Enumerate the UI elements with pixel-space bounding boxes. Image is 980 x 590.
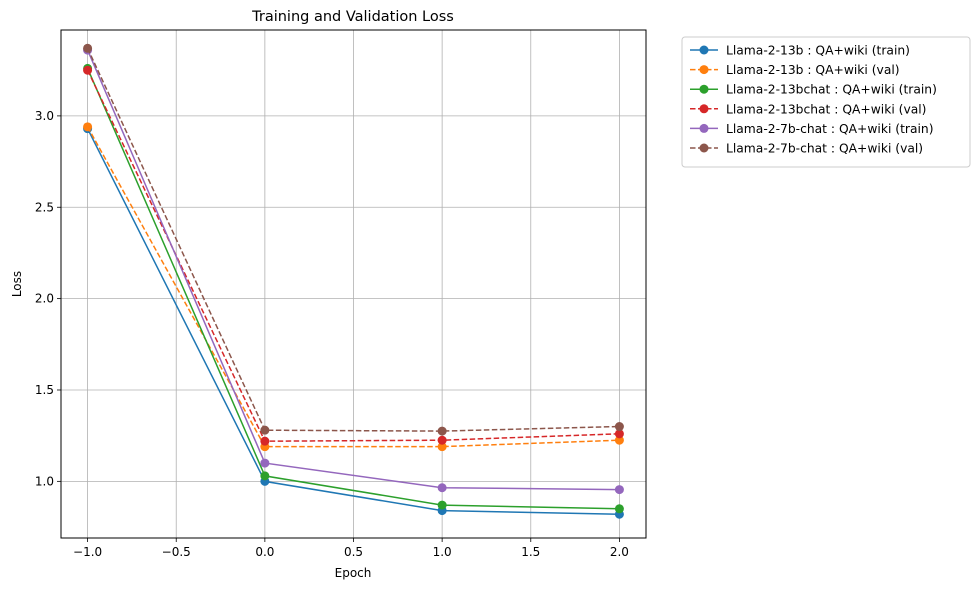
legend-label: Llama-2-13bchat : QA+wiki (val) xyxy=(726,102,926,116)
series-line xyxy=(86,128,620,515)
y-tick-label: 1.5 xyxy=(35,383,54,397)
data-point xyxy=(260,425,270,435)
data-point xyxy=(614,485,624,495)
legend-marker xyxy=(699,143,709,153)
legend-label: Llama-2-13b : QA+wiki (val) xyxy=(726,63,900,77)
y-tick-label: 2.0 xyxy=(35,292,54,306)
data-point xyxy=(614,422,624,432)
legend-label: Llama-2-7b-chat : QA+wiki (val) xyxy=(726,142,923,156)
data-point xyxy=(437,442,447,452)
data-point xyxy=(614,435,624,445)
x-tick-label: 1.0 xyxy=(433,545,452,559)
legend-marker xyxy=(699,84,709,94)
y-tick-label: 1.0 xyxy=(35,474,54,488)
data-point xyxy=(83,43,93,53)
y-tick-label: 2.5 xyxy=(35,200,54,214)
plot-lines xyxy=(83,43,624,519)
legend-marker xyxy=(699,104,709,114)
x-axis-label: Epoch xyxy=(335,566,372,580)
legend-marker xyxy=(699,65,709,75)
series-line xyxy=(86,47,620,432)
axis-ticks: −1.0 −0.5 0.0 0.5 1.0 1.5 2.0 1.0 1.5 2.0 2.5 3.0 xyxy=(35,109,629,559)
data-point xyxy=(260,471,270,481)
x-tick-label: −1.0 xyxy=(73,545,102,559)
series-line xyxy=(86,68,620,510)
legend-label: Llama-2-13bchat : QA+wiki (train) xyxy=(726,83,937,97)
data-point xyxy=(614,429,624,439)
x-tick-label: 1.5 xyxy=(521,545,540,559)
legend-label: Llama-2-7b-chat : QA+wiki (train) xyxy=(726,122,934,136)
series-line xyxy=(86,69,620,442)
legend-marker xyxy=(699,123,709,133)
data-point xyxy=(260,458,270,468)
x-tick-label: 0.0 xyxy=(255,545,274,559)
data-point xyxy=(437,435,447,445)
chart-title: Training and Validation Loss xyxy=(251,9,454,25)
legend-label: Llama-2-13b : QA+wiki (train) xyxy=(726,44,910,58)
data-point xyxy=(437,426,447,436)
data-point xyxy=(83,122,93,132)
series-line xyxy=(86,49,620,491)
data-point xyxy=(437,483,447,493)
legend: Llama-2-13b : QA+wiki (train) Llama-2-13b… xyxy=(681,36,971,168)
grid xyxy=(61,30,646,538)
y-tick-label: 3.0 xyxy=(35,109,54,123)
x-tick-label: 2.0 xyxy=(610,545,629,559)
data-point xyxy=(83,65,93,75)
x-tick-label: 0.5 xyxy=(344,545,363,559)
legend-box xyxy=(681,36,971,168)
y-axis-label: Loss xyxy=(10,271,24,297)
data-point xyxy=(437,500,447,510)
data-point xyxy=(614,504,624,514)
legend-marker xyxy=(699,45,709,55)
x-tick-label: −0.5 xyxy=(162,545,191,559)
data-point xyxy=(260,436,270,446)
